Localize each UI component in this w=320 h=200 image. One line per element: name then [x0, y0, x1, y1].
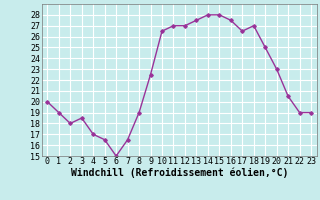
- X-axis label: Windchill (Refroidissement éolien,°C): Windchill (Refroidissement éolien,°C): [70, 168, 288, 178]
